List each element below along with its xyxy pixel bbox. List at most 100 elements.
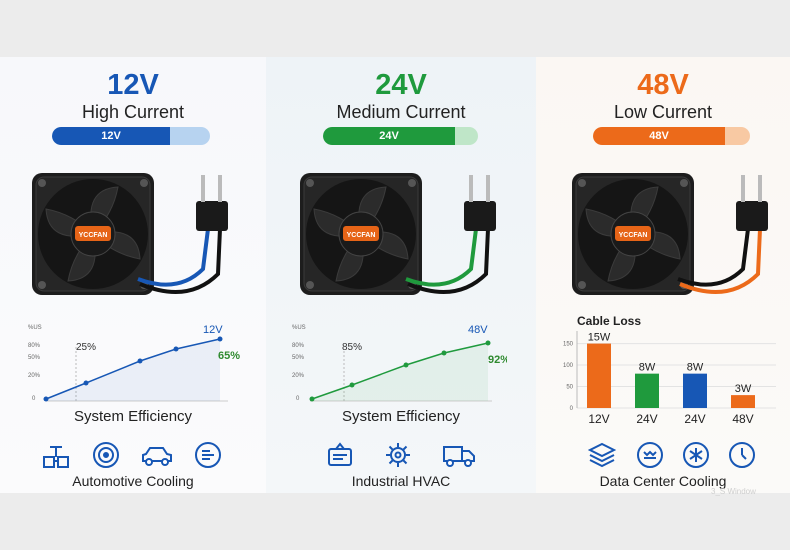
- plug-body: [196, 201, 228, 231]
- y-tick: 50: [566, 385, 573, 391]
- data-point: [217, 336, 223, 342]
- bar: [587, 343, 611, 408]
- data-point: [309, 396, 315, 402]
- start-value-label: 25%: [76, 342, 96, 353]
- application-label: Data Center Cooling: [599, 473, 727, 489]
- y-tick: 0: [570, 406, 574, 412]
- plug-body: [464, 201, 496, 231]
- bar: [635, 373, 659, 408]
- category-label: 24V: [636, 412, 657, 426]
- plug-pin-left: [469, 175, 473, 202]
- fan-with-cable: YCCFAN: [572, 173, 768, 295]
- chart-title: Cable Loss: [577, 314, 641, 328]
- y-tick: 0: [296, 396, 300, 402]
- y-tick: 0: [32, 396, 36, 402]
- snowflake-icon: [683, 442, 709, 468]
- brand-badge: [75, 226, 111, 241]
- voltage-bar: 48V: [593, 127, 750, 145]
- plug-pin-right: [486, 175, 490, 202]
- end-top-label: 48V: [468, 324, 488, 336]
- voltage-bar: 24V: [323, 127, 478, 145]
- plug-body: [736, 201, 768, 231]
- temperature-gauge-icon: [729, 442, 755, 468]
- current-label: Medium Current: [336, 102, 466, 122]
- bar: [731, 395, 755, 408]
- current-label: Low Current: [613, 102, 713, 122]
- y-tick: 50%: [292, 355, 305, 361]
- data-point: [349, 382, 355, 388]
- y-tick: 100: [563, 363, 574, 369]
- brand-badge: [343, 226, 379, 241]
- watermark: 3_S Window: [711, 487, 756, 496]
- bar: [683, 373, 707, 408]
- start-value-label: 85%: [342, 342, 362, 353]
- brand-label: YCCFAN: [347, 232, 376, 239]
- panel-48v: 48V Low Current 48V YCCFAN: [536, 57, 790, 496]
- data-point: [403, 362, 409, 368]
- bar-value-label: 8W: [639, 362, 656, 374]
- category-label: 12V: [588, 412, 609, 426]
- plug-pin-left: [201, 175, 205, 202]
- category-label: 48V: [732, 412, 753, 426]
- voltage-bar-fill: 12V: [52, 127, 170, 145]
- voltage-bar-fill: 48V: [593, 127, 725, 145]
- radial-fan-icon: [93, 442, 119, 468]
- data-point: [441, 350, 447, 356]
- end-value-label: 92%: [488, 354, 507, 366]
- y-tick: 80%: [292, 343, 305, 349]
- end-top-label: 12V: [203, 324, 223, 336]
- y-tick: 80%: [28, 343, 41, 349]
- y-tick: %US: [28, 325, 42, 331]
- brand-label: YCCFAN: [79, 232, 108, 239]
- cooling-tray-icon: [637, 442, 663, 468]
- chart-caption: System Efficiency: [73, 408, 193, 425]
- cable-loss-chart: Cable Loss 150 100 50 0 15W 12V 8W 24V 8W 24V 3W 48V: [563, 314, 776, 426]
- truck-icon: [443, 446, 475, 467]
- application-icons: [326, 441, 486, 471]
- current-label: High Current: [81, 102, 185, 122]
- y-tick: 20%: [292, 373, 305, 379]
- end-value-label: 65%: [218, 350, 240, 362]
- plug-pin-right: [218, 175, 222, 202]
- plug-pin-left: [741, 175, 745, 202]
- voltage-title: 12V: [107, 69, 159, 101]
- hvac-unit-icon: [328, 442, 352, 466]
- efficiency-chart: %US 80% 50% 20% 0 85% 48V 92%: [292, 324, 507, 402]
- cooling-gauge-icon: [195, 442, 221, 468]
- gear-icon: [386, 443, 410, 467]
- application-label: Industrial HVAC: [351, 473, 451, 489]
- fan-with-cable: YCCFAN: [32, 173, 228, 295]
- category-label: 24V: [684, 412, 705, 426]
- bar-value-label: 8W: [687, 362, 704, 374]
- voltage-bar-fill: 24V: [323, 127, 455, 145]
- valve-icon: [43, 446, 69, 468]
- infographic-canvas: 12V High Current 12V YCCFAN: [0, 57, 790, 496]
- application-icons: [588, 441, 758, 471]
- y-tick: 50%: [28, 355, 41, 361]
- voltage-title: 24V: [375, 69, 427, 101]
- efficiency-chart: %US 80% 50% 20% 0 25% 12V 65%: [28, 324, 240, 402]
- plug-pin-right: [758, 175, 762, 202]
- chart-caption: System Efficiency: [341, 408, 461, 425]
- bar-value-label: 3W: [735, 383, 752, 395]
- voltage-title: 48V: [637, 69, 689, 101]
- y-tick: 150: [563, 342, 574, 348]
- y-tick: %US: [292, 325, 306, 331]
- data-point: [485, 340, 491, 346]
- car-icon: [142, 447, 172, 466]
- server-stack-icon: [588, 442, 616, 468]
- data-point: [83, 380, 89, 386]
- y-tick: 20%: [28, 373, 41, 379]
- data-point: [173, 346, 179, 352]
- panel-24v: 24V Medium Current 24V YCCFAN: [266, 57, 536, 493]
- brand-label: YCCFAN: [619, 232, 648, 239]
- voltage-bar: 12V: [52, 127, 210, 145]
- panel-12v: 12V High Current 12V YCCFAN: [0, 57, 266, 493]
- data-point: [137, 358, 143, 364]
- application-icons: [42, 441, 232, 471]
- data-point: [43, 396, 49, 402]
- fan-with-cable: YCCFAN: [300, 173, 496, 295]
- application-label: Automotive Cooling: [72, 473, 194, 489]
- bar-value-label: 15W: [588, 332, 611, 344]
- brand-badge: [615, 226, 651, 241]
